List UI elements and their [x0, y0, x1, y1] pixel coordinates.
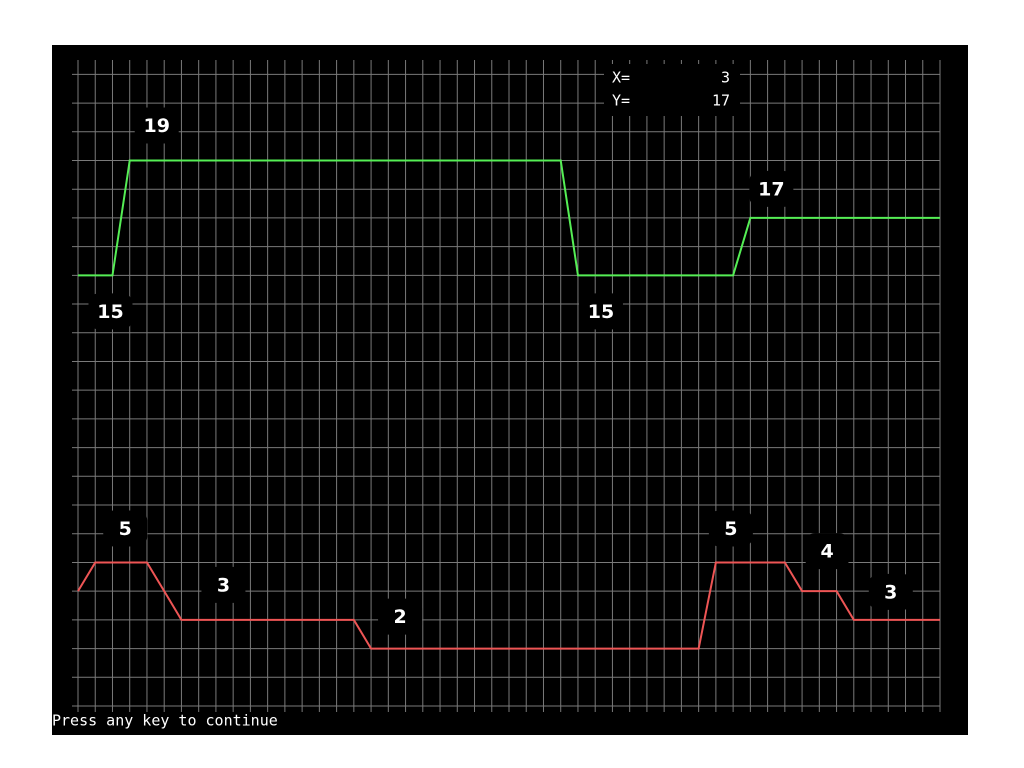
readout-y: 17	[712, 92, 730, 110]
label-box	[805, 533, 850, 570]
label-box	[134, 107, 179, 144]
readout-x-label: X=	[612, 69, 630, 87]
label-box	[88, 293, 133, 330]
value-label: 15	[97, 301, 123, 323]
series-line	[77, 561, 940, 650]
label-box	[578, 293, 623, 330]
value-label: 19	[143, 115, 169, 137]
label-box	[103, 510, 148, 547]
value-label: 5	[724, 518, 737, 540]
lines	[77, 159, 940, 650]
labels: 19 15 15 17 5 3 2 5 4 3	[88, 107, 913, 635]
grid	[72, 60, 941, 712]
label-box	[749, 170, 794, 207]
value-label: 17	[758, 178, 784, 200]
value-label: 3	[884, 581, 897, 603]
footer: Press any key to continue	[52, 712, 278, 730]
readout-x: 3	[721, 69, 730, 87]
value-label: 3	[217, 574, 230, 596]
value-label: 4	[820, 541, 833, 563]
readout-box	[604, 64, 740, 116]
readout-y-label: Y=	[612, 92, 630, 110]
value-label: 15	[588, 301, 614, 323]
series-line	[78, 159, 940, 277]
value-label: 2	[393, 606, 406, 628]
label-box	[378, 598, 423, 635]
label-box	[201, 566, 246, 603]
label-box	[868, 573, 913, 610]
value-label: 5	[119, 518, 132, 540]
label-box	[708, 510, 753, 547]
